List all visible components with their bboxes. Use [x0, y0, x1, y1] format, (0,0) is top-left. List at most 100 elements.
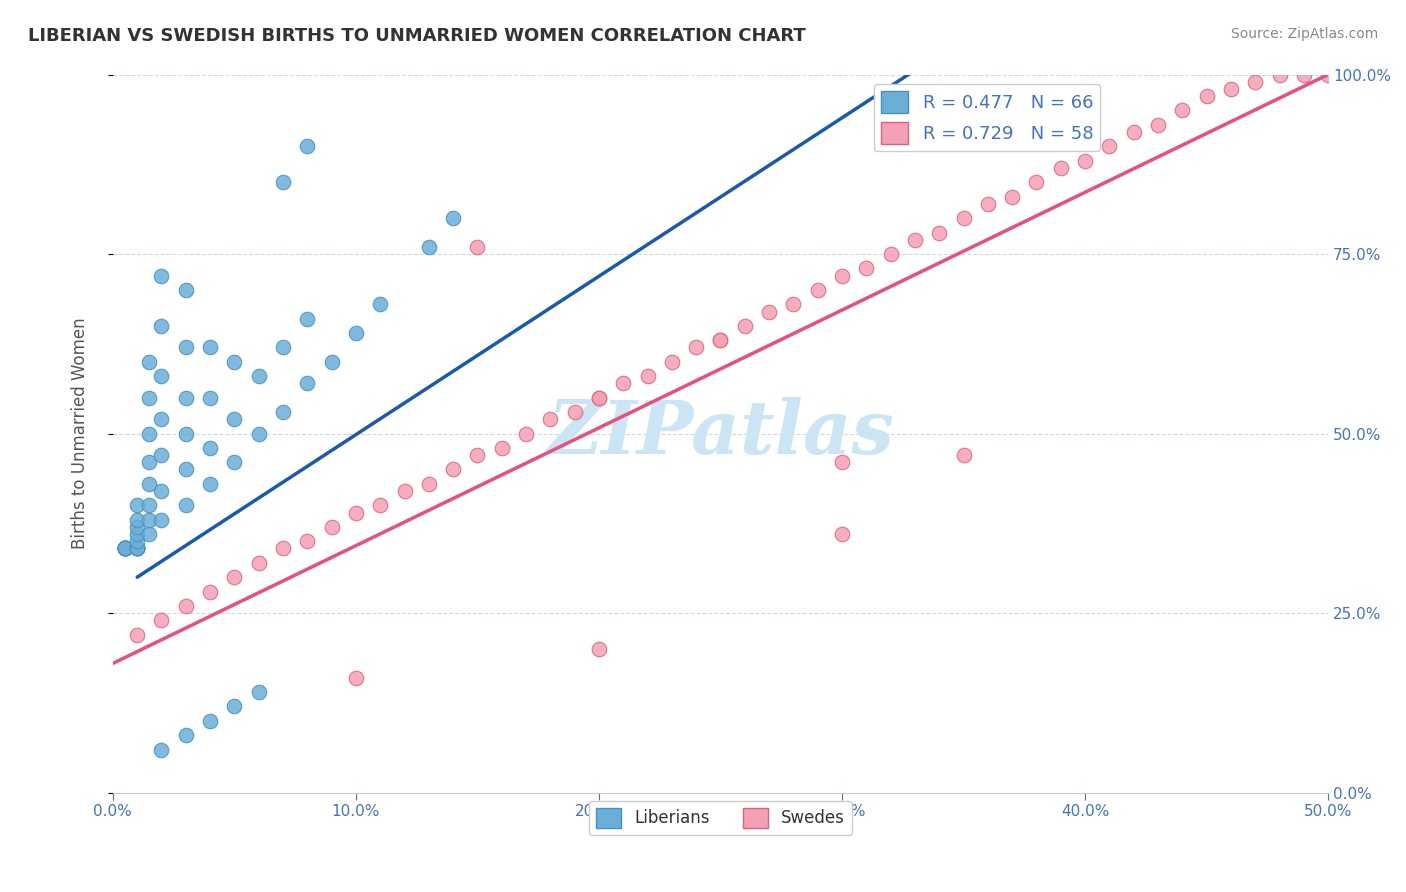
Point: [418, 476, 440, 491]
Point: [661, 355, 683, 369]
Point: [491, 441, 513, 455]
Point: [1219, 82, 1241, 96]
Point: [782, 297, 804, 311]
Point: [467, 240, 489, 254]
Point: [344, 506, 367, 520]
Point: [344, 326, 367, 340]
Point: [977, 196, 1000, 211]
Point: [138, 513, 160, 527]
Point: [709, 333, 731, 347]
Point: [344, 671, 367, 685]
Point: [247, 426, 270, 441]
Point: [441, 462, 464, 476]
Point: [831, 455, 853, 469]
Point: [247, 369, 270, 384]
Point: [114, 541, 136, 556]
Text: LIBERIAN VS SWEDISH BIRTHS TO UNMARRIED WOMEN CORRELATION CHART: LIBERIAN VS SWEDISH BIRTHS TO UNMARRIED …: [28, 27, 806, 45]
Point: [952, 211, 974, 226]
Point: [224, 570, 246, 584]
Point: [198, 714, 221, 728]
Point: [138, 455, 160, 469]
Point: [1098, 139, 1121, 153]
Point: [174, 462, 197, 476]
Point: [247, 556, 270, 570]
Point: [138, 355, 160, 369]
Text: ZIPatlas: ZIPatlas: [547, 397, 894, 470]
Point: [297, 376, 319, 391]
Point: [127, 499, 149, 513]
Point: [612, 376, 634, 391]
Point: [1001, 189, 1024, 203]
Point: [588, 391, 610, 405]
Point: [198, 441, 221, 455]
Point: [952, 448, 974, 462]
Point: [138, 499, 160, 513]
Point: [1171, 103, 1194, 118]
Point: [150, 268, 173, 283]
Point: [198, 584, 221, 599]
Point: [758, 304, 780, 318]
Point: [271, 541, 294, 556]
Point: [368, 499, 391, 513]
Point: [928, 226, 950, 240]
Point: [114, 541, 136, 556]
Point: [127, 541, 149, 556]
Point: [321, 520, 343, 534]
Point: [127, 541, 149, 556]
Point: [709, 333, 731, 347]
Point: [297, 139, 319, 153]
Point: [224, 355, 246, 369]
Point: [734, 318, 756, 333]
Point: [127, 520, 149, 534]
Point: [224, 699, 246, 714]
Point: [297, 311, 319, 326]
Point: [174, 340, 197, 354]
Point: [538, 412, 561, 426]
Point: [271, 175, 294, 189]
Point: [150, 318, 173, 333]
Point: [174, 599, 197, 613]
Point: [271, 340, 294, 354]
Point: [127, 534, 149, 549]
Point: [321, 355, 343, 369]
Point: [138, 527, 160, 541]
Point: [904, 233, 927, 247]
Point: [855, 261, 877, 276]
Point: [297, 534, 319, 549]
Point: [467, 448, 489, 462]
Point: [127, 541, 149, 556]
Point: [150, 742, 173, 756]
Point: [150, 412, 173, 426]
Point: [150, 448, 173, 462]
Point: [1147, 118, 1170, 132]
Point: [271, 405, 294, 419]
Point: [127, 527, 149, 541]
Point: [150, 483, 173, 498]
Point: [174, 283, 197, 297]
Point: [588, 642, 610, 657]
Point: [150, 613, 173, 627]
Point: [418, 240, 440, 254]
Point: [138, 426, 160, 441]
Point: [127, 628, 149, 642]
Legend: Liberians, Swedes: Liberians, Swedes: [589, 801, 852, 835]
Point: [224, 455, 246, 469]
Point: [515, 426, 537, 441]
Text: Source: ZipAtlas.com: Source: ZipAtlas.com: [1230, 27, 1378, 41]
Point: [1195, 89, 1218, 103]
Point: [127, 513, 149, 527]
Point: [1049, 161, 1071, 175]
Point: [807, 283, 830, 297]
Point: [1025, 175, 1047, 189]
Point: [114, 541, 136, 556]
Point: [1292, 68, 1315, 82]
Point: [174, 426, 197, 441]
Point: [879, 247, 901, 261]
Point: [150, 513, 173, 527]
Point: [127, 541, 149, 556]
Point: [224, 412, 246, 426]
Point: [564, 405, 586, 419]
Point: [198, 476, 221, 491]
Point: [150, 369, 173, 384]
Point: [174, 391, 197, 405]
